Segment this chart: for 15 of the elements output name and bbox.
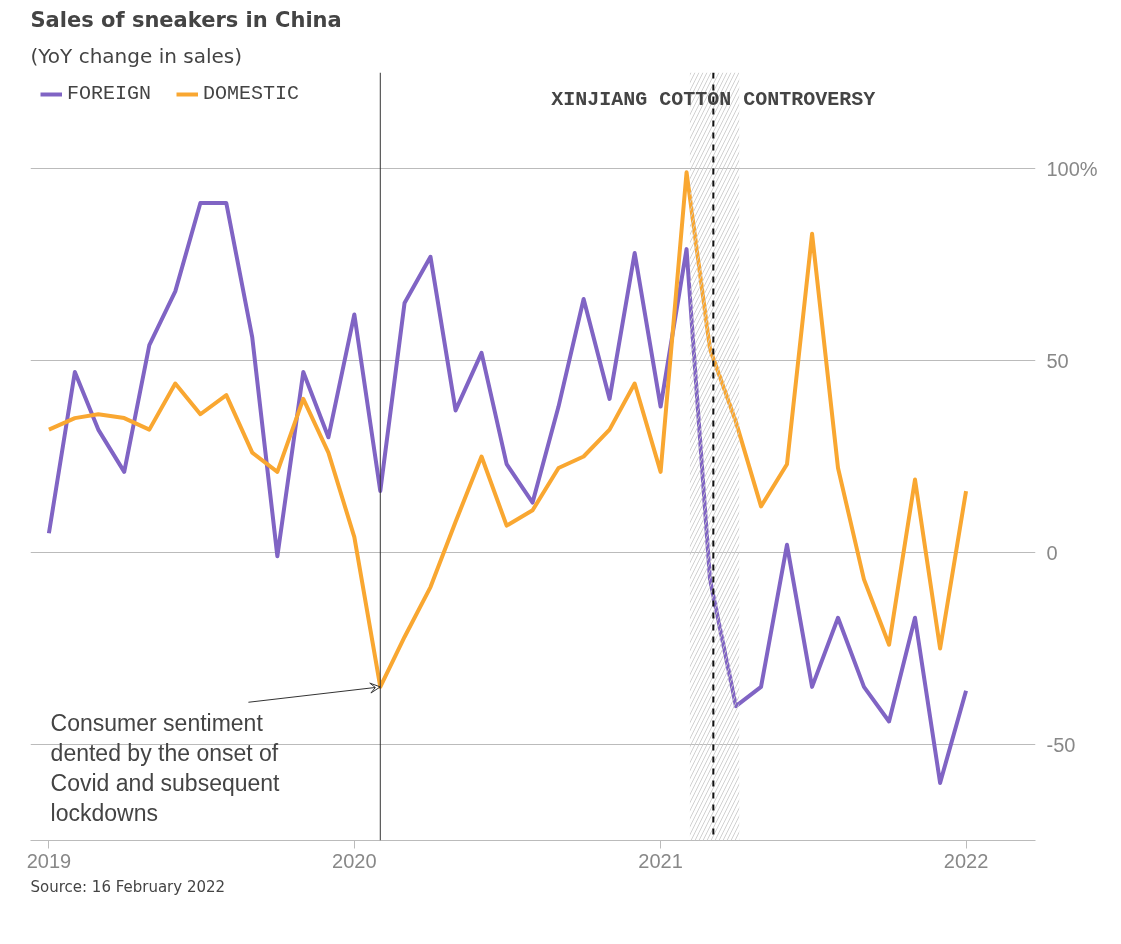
chart-subtitle: (YoY change in sales) [30,43,242,68]
source-note: Source: 16 February 2022 [30,877,226,896]
chart-title: Sales of sneakers in China [30,7,342,32]
y-tick-label: -50 [1046,733,1076,756]
x-tick-label: 2021 [638,849,683,872]
x-tick-label: 2019 [26,849,72,872]
annotation: Consumer sentiment dented by the onset of Covid and subsequent lockdowns [50,709,281,826]
y-tick-label: 0 [1046,541,1058,564]
y-tick-label: 100% [1046,157,1098,180]
x-tick-label: 2022 [943,849,989,872]
legend-label: DOMESTIC [203,82,300,105]
ref-line-label: XINJIANG COTTON CONTROVERSY [551,87,876,111]
y-tick-label: 50 [1046,349,1069,372]
x-tick-label: 2020 [332,849,377,872]
legend-label: FOREIGN [67,82,152,105]
